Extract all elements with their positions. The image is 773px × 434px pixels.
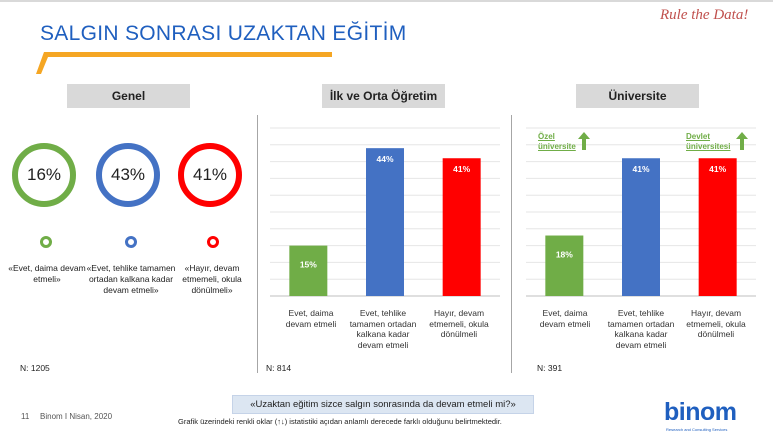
- title-accent-bracket: [36, 52, 332, 74]
- ring-value: 41%: [192, 165, 228, 184]
- bar-value-label: 41%: [453, 164, 470, 174]
- binom-logo: binom: [664, 398, 737, 426]
- category-label: Evet, daima devam etmeli: [285, 308, 337, 329]
- bar: [289, 245, 328, 296]
- bar-value-label: 15%: [300, 260, 317, 270]
- sample-size-ilk-orta: N: 814: [266, 363, 292, 373]
- bar: [442, 158, 481, 296]
- ring-label: «Hayır, devam etmemeli, okula dönülmeli»: [182, 263, 242, 295]
- bar: [622, 158, 660, 296]
- ring-value: 43%: [110, 165, 146, 184]
- chart-universite: 18% 41% 41%: [526, 127, 756, 297]
- up-arrow-icon: [578, 132, 590, 155]
- brand-slogan: Rule the Data!: [660, 7, 749, 23]
- logo-tagline: Research and Consulting Services: [666, 427, 728, 432]
- ring-label: «Evet, daima devam etmeli»: [8, 263, 86, 284]
- section-header-ilk-orta: İlk ve Orta Öğretim: [322, 84, 445, 108]
- chart-ilk-orta-svg: 15% 44% 41%: [270, 127, 500, 297]
- legend-dot-blue: [125, 236, 137, 248]
- page-title: SALGIN SONRASI UZAKTAN EĞİTİM: [40, 22, 407, 45]
- bar-value-label: 41%: [709, 164, 726, 174]
- category-label: Evet, daima devam etmeli: [539, 308, 591, 329]
- sample-size-universite: N: 391: [537, 363, 563, 373]
- bar: [545, 235, 584, 296]
- panel-divider: [257, 115, 258, 373]
- ring-value: 16%: [26, 165, 62, 184]
- category-label: Evet, tehlike tamamen ortadan kalkana ka…: [607, 308, 675, 350]
- category-label: Hayır, devam etmemeli, okula dönülmeli: [429, 308, 489, 339]
- page-number: 11: [21, 412, 30, 421]
- top-divider: [0, 0, 773, 2]
- section-header-genel: Genel: [67, 84, 190, 108]
- ring-hayir: 41%: [178, 143, 242, 207]
- bar-value-label: 18%: [556, 250, 573, 260]
- bar: [698, 158, 737, 296]
- footnote: Grafik üzerindeki renkli oklar (↑↓) ista…: [178, 417, 502, 426]
- chart-ilk-orta: 15% 44% 41%: [270, 127, 500, 297]
- panel-divider: [511, 115, 512, 373]
- section-header-universite: Üniversite: [576, 84, 699, 108]
- bar-value-label: 41%: [632, 164, 649, 174]
- devlet-universitesi-tag: Devlet üniversitesi: [686, 132, 731, 151]
- legend-dot-green: [40, 236, 52, 248]
- legend-dot-red: [207, 236, 219, 248]
- bar: [366, 148, 404, 296]
- bar-value-label: 44%: [376, 154, 393, 164]
- ring-evet-daima: 16%: [12, 143, 76, 207]
- ozel-universite-tag: Özel üniversite: [538, 132, 576, 151]
- chart-universite-svg: 18% 41% 41%: [526, 127, 756, 297]
- category-label: Evet, tehlike tamamen ortadan kalkana ka…: [349, 308, 417, 350]
- up-arrow-icon: [736, 132, 748, 155]
- ring-label: «Evet, tehlike tamamen ortadan kalkana k…: [86, 263, 176, 295]
- footer-brand: Binom I Nisan, 2020: [40, 412, 113, 421]
- ring-evet-tehlike: 43%: [96, 143, 160, 207]
- sample-size-genel: N: 1205: [20, 363, 50, 373]
- survey-question-box: «Uzaktan eğitim sizce salgın sonrasında …: [232, 395, 534, 414]
- category-label: Hayır, devam etmemeli, okula dönülmeli: [686, 308, 746, 339]
